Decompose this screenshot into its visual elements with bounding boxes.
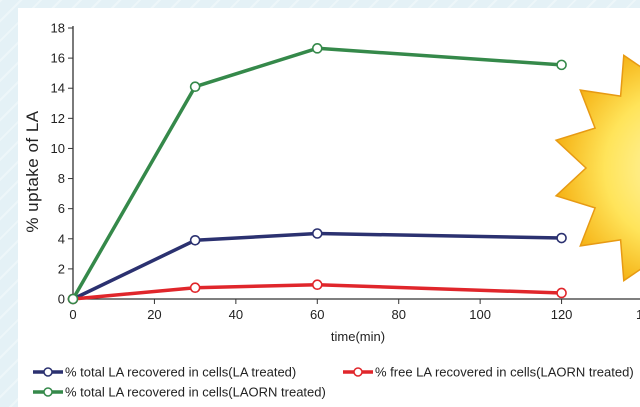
legend-label: % total LA recovered in cells(LAORN trea… bbox=[65, 385, 326, 400]
data-point bbox=[189, 282, 201, 294]
y-tick-label: 14 bbox=[51, 81, 65, 96]
legend-marker bbox=[43, 367, 53, 377]
chart-panel: 0 2 4 6 8 10 12 14 16 18 0 20 40 60 80 100 120 14 % uptak… bbox=[18, 8, 640, 407]
data-point bbox=[556, 287, 567, 299]
x-axis-title: time(min) bbox=[331, 329, 385, 344]
y-tick-label: 2 bbox=[58, 261, 65, 276]
axes bbox=[72, 26, 640, 300]
series-2 bbox=[67, 43, 567, 305]
x-tick-label: 80 bbox=[391, 307, 405, 322]
y-tick-label: 4 bbox=[58, 231, 65, 246]
x-tick-label: 60 bbox=[310, 307, 324, 322]
series-layer bbox=[67, 43, 567, 305]
data-point bbox=[311, 279, 323, 290]
data-point bbox=[311, 43, 323, 54]
y-axis-title: % uptake of LA bbox=[23, 110, 42, 232]
legend-item: % total LA recovered in cells(LAORN trea… bbox=[33, 385, 326, 400]
data-point bbox=[189, 234, 201, 246]
y-tick-label: 6 bbox=[58, 201, 65, 216]
legend-item: % total LA recovered in cells(LA treated… bbox=[33, 365, 296, 380]
line-chart: 0 2 4 6 8 10 12 14 16 18 0 20 40 60 80 100 120 14 % uptak… bbox=[23, 21, 640, 400]
data-point bbox=[311, 228, 323, 239]
legend-marker bbox=[353, 367, 363, 377]
legend-label: % total LA recovered in cells(LA treated… bbox=[65, 365, 296, 380]
starburst-shape bbox=[554, 54, 640, 282]
series-line bbox=[71, 46, 562, 300]
data-point bbox=[556, 59, 567, 71]
series-line bbox=[72, 231, 562, 301]
legend-item: % free LA recovered in cells(LAORN treat… bbox=[343, 365, 634, 380]
legend-marker bbox=[43, 387, 53, 397]
x-tick-label: 14 bbox=[636, 307, 640, 322]
starburst-badge-icon bbox=[554, 54, 640, 282]
y-tick-label: 18 bbox=[51, 21, 65, 36]
data-point bbox=[189, 81, 201, 93]
x-tick-label: 100 bbox=[469, 307, 491, 322]
x-tick-label: 120 bbox=[551, 307, 573, 322]
legend: % total LA recovered in cells(LA treated… bbox=[33, 365, 634, 400]
data-point bbox=[556, 232, 567, 244]
y-tick-label: 10 bbox=[51, 141, 65, 156]
y-tick-label: 16 bbox=[51, 51, 65, 66]
legend-label: % free LA recovered in cells(LAORN treat… bbox=[375, 365, 634, 380]
x-tick-label: 20 bbox=[147, 307, 161, 322]
y-tick-label: 8 bbox=[58, 171, 65, 186]
data-point bbox=[67, 293, 79, 305]
series-line bbox=[72, 282, 562, 301]
y-tick-label: 0 bbox=[58, 292, 65, 307]
x-tick-label: 0 bbox=[69, 307, 76, 322]
y-tick-label: 12 bbox=[51, 111, 65, 126]
x-tick-label: 40 bbox=[229, 307, 243, 322]
